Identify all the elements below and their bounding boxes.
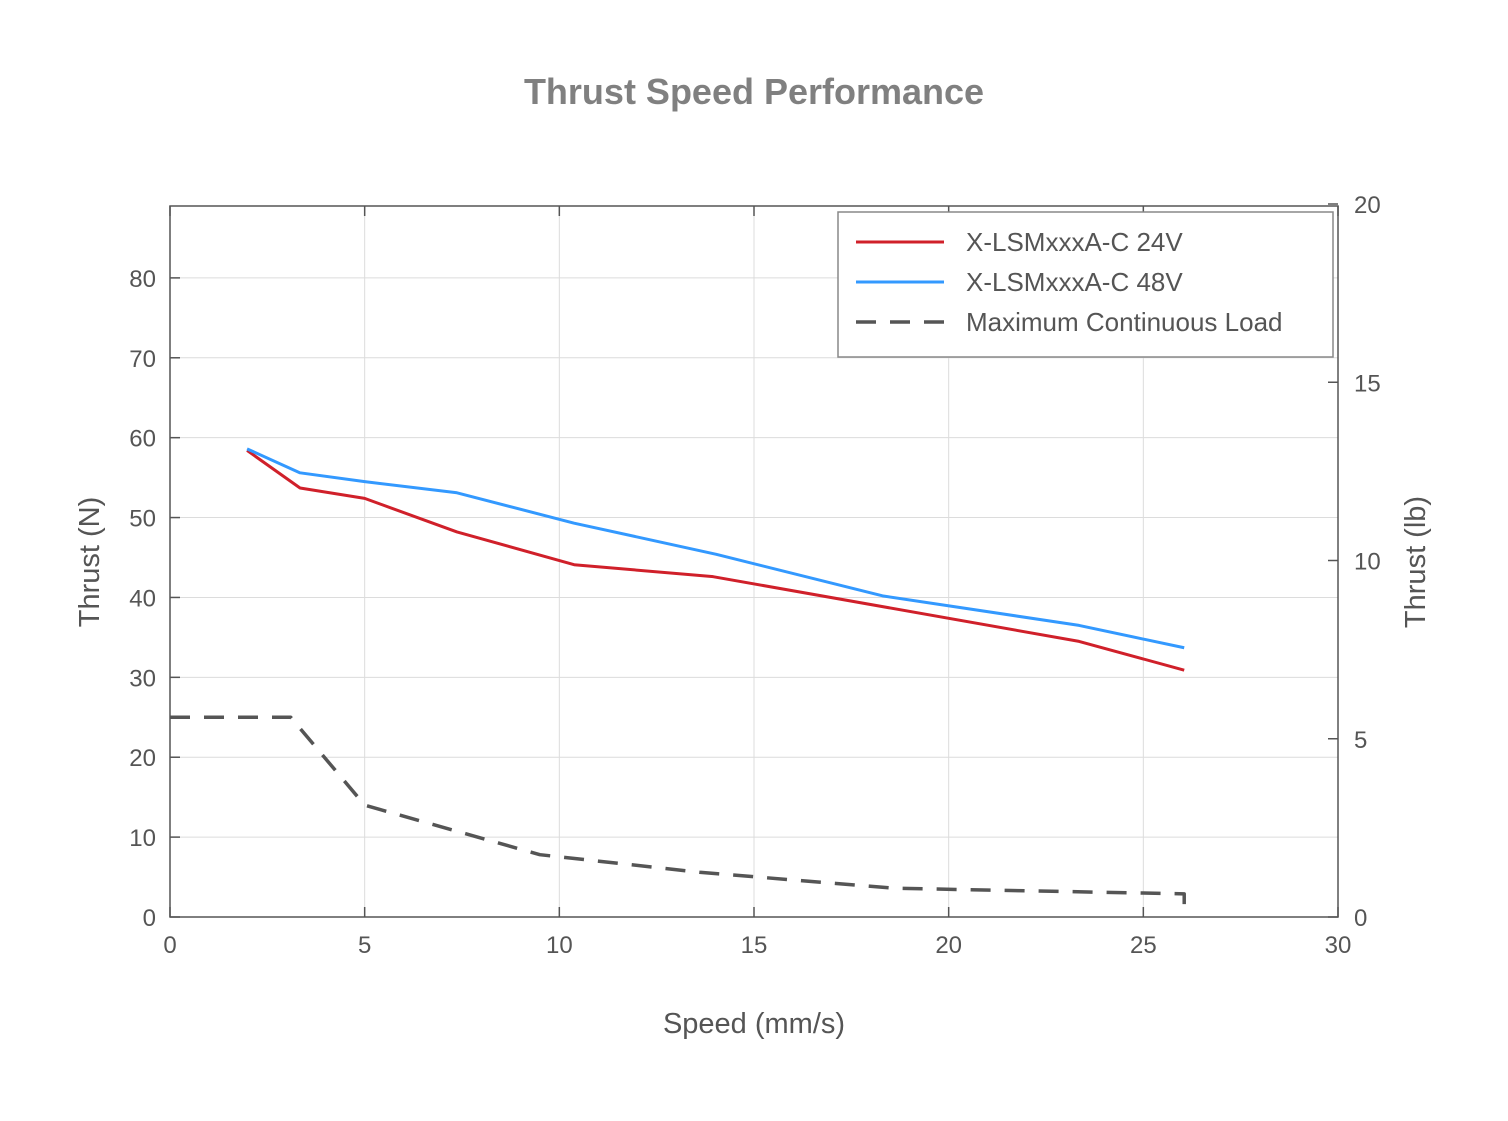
series-line-1 xyxy=(246,447,1185,650)
series-line-0 xyxy=(246,449,1185,672)
x-tick-label: 15 xyxy=(741,932,768,959)
y-right-tick-label: 15 xyxy=(1354,370,1381,397)
y-tick-label: 70 xyxy=(129,346,156,373)
x-tick-label: 30 xyxy=(1325,932,1352,959)
y-tick-label: 40 xyxy=(129,585,156,612)
y-axis-label-right: Thrust (lb) xyxy=(1400,496,1432,628)
y-tick-label: 50 xyxy=(129,506,156,533)
y-tick-label: 80 xyxy=(129,266,156,293)
y-tick-label: 0 xyxy=(143,905,156,932)
y-right-tick-label: 0 xyxy=(1354,905,1367,932)
y-right-tick-label: 5 xyxy=(1354,727,1367,754)
series-line-2 xyxy=(170,715,1186,917)
y-tick-label: 10 xyxy=(129,825,156,852)
x-tick-label: 5 xyxy=(358,932,371,959)
legend-box xyxy=(837,211,1334,358)
y-axis-label-left: Thrust (N) xyxy=(74,497,106,628)
y-tick-label: 60 xyxy=(129,426,156,453)
legend-label-24v: X-LSMxxxA-C 24V xyxy=(966,227,1183,257)
legend: X-LSMxxxA-C 24V X-LSMxxxA-C 48V Maximum … xyxy=(837,211,1334,358)
y-tick-label: 20 xyxy=(129,745,156,772)
x-tick-label: 20 xyxy=(935,932,962,959)
chart-title: Thrust Speed Performance xyxy=(524,71,984,112)
x-axis-label: Speed (mm/s) xyxy=(663,1008,845,1040)
y-tick-label: 30 xyxy=(129,665,156,692)
x-tick-label: 0 xyxy=(163,932,176,959)
legend-label-max-load: Maximum Continuous Load xyxy=(966,307,1283,337)
x-tick-label: 10 xyxy=(546,932,573,959)
x-tick-label: 25 xyxy=(1130,932,1157,959)
series-lines xyxy=(170,447,1186,917)
y-right-tick-label: 20 xyxy=(1354,192,1381,219)
legend-label-48v: X-LSMxxxA-C 48V xyxy=(966,267,1183,297)
y-right-tick-label: 10 xyxy=(1354,549,1381,576)
